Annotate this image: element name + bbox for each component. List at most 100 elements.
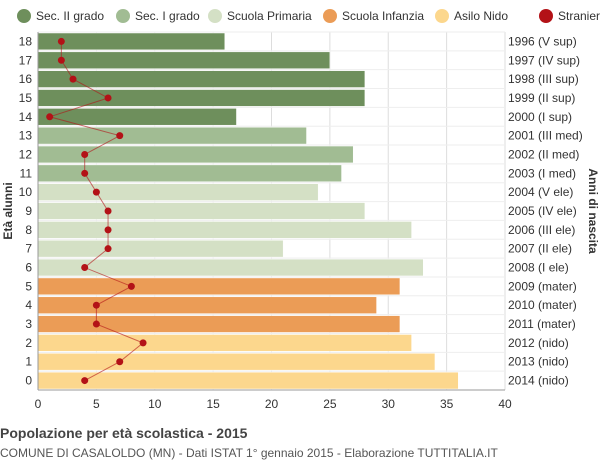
stranieri-point-age-18	[57, 37, 65, 45]
y-tick-label-age: 5	[25, 279, 32, 293]
stranieri-point-age-12	[81, 150, 89, 158]
legend-item: Stranieri	[539, 9, 600, 23]
y-tick-label-birth-year: 2007 (II ele)	[508, 242, 572, 256]
chart-legend: Sec. II grado Sec. I grado Scuola Primaria…	[17, 9, 600, 23]
y-tick-label-age: 7	[25, 242, 32, 256]
y-axis-title-left: Età alunni	[1, 182, 15, 239]
bar-age-6	[37, 258, 424, 277]
stranieri-point-age-10	[92, 188, 100, 196]
x-tick-label: 40	[498, 397, 512, 411]
legend-label: Asilo Nido	[454, 9, 508, 23]
stranieri-point-age-8	[104, 226, 112, 234]
y-tick-label-birth-year: 2012 (nido)	[508, 336, 569, 350]
legend-swatch	[17, 9, 31, 23]
chart-bars	[37, 32, 459, 390]
y-tick-label-age: 18	[19, 34, 33, 48]
legend-swatch	[323, 9, 337, 23]
stranieri-point-age-9	[104, 207, 112, 215]
bar-age-9	[37, 202, 366, 220]
y-tick-label-birth-year: 2001 (III med)	[508, 129, 583, 143]
legend-swatch	[208, 9, 222, 23]
legend-label: Stranieri	[558, 9, 600, 23]
y-tick-label-birth-year: 2000 (I sup)	[508, 110, 572, 124]
legend-label: Scuola Infanzia	[342, 9, 424, 23]
y-tick-label-birth-year: 2004 (V ele)	[508, 185, 573, 199]
y-tick-label-birth-year: 2010 (mater)	[508, 298, 577, 312]
y-tick-label-age: 14	[19, 110, 33, 124]
stranieri-point-age-5	[127, 282, 135, 290]
bar-age-8	[37, 221, 412, 239]
legend-item: Asilo Nido	[435, 9, 508, 23]
stranieri-point-age-7	[104, 245, 112, 253]
x-tick-label: 5	[93, 397, 100, 411]
stranieri-point-age-17	[57, 56, 65, 64]
bar-age-10	[37, 183, 319, 201]
legend-item: Sec. II grado	[17, 9, 104, 23]
y-tick-label-birth-year: 2011 (mater)	[508, 317, 576, 331]
bar-age-0	[37, 371, 459, 390]
bar-age-16	[37, 70, 366, 88]
y-tick-label-birth-year: 2006 (III ele)	[508, 223, 575, 237]
y-tick-label-age: 2	[25, 336, 32, 350]
bar-age-5	[37, 277, 401, 296]
x-tick-label: 0	[35, 397, 42, 411]
y-tick-label-birth-year: 2005 (IV ele)	[508, 204, 577, 218]
y-tick-label-birth-year: 1997 (IV sup)	[508, 53, 580, 67]
legend-swatch	[539, 9, 553, 23]
legend-label: Scuola Primaria	[227, 9, 312, 23]
stranieri-point-age-4	[92, 301, 100, 309]
chart-subtitle: COMUNE DI CASALOLDO (MN) - Dati ISTAT 1°…	[0, 446, 498, 460]
x-tick-label: 35	[440, 397, 454, 411]
y-tick-label-age: 13	[19, 129, 33, 143]
y-tick-label-age: 10	[19, 185, 33, 199]
bar-age-2	[37, 334, 412, 352]
y-tick-label-age: 9	[25, 204, 32, 218]
legend-item: Scuola Infanzia	[323, 9, 424, 23]
y-tick-label-birth-year: 1996 (V sup)	[508, 34, 577, 48]
stranieri-point-age-6	[81, 264, 89, 272]
y-tick-label-birth-year: 2008 (I ele)	[508, 261, 569, 275]
x-tick-label: 15	[206, 397, 220, 411]
y-tick-label-age: 11	[20, 166, 33, 180]
chart-title: Popolazione per età scolastica - 2015	[0, 425, 248, 441]
stranieri-point-age-0	[81, 377, 89, 385]
legend-label: Sec. II grado	[36, 9, 104, 23]
stranieri-point-age-2	[139, 339, 147, 347]
legend-swatch	[435, 9, 449, 23]
legend-item: Scuola Primaria	[208, 9, 312, 23]
y-tick-label-age: 6	[25, 261, 32, 275]
legend-label: Sec. I grado	[135, 9, 200, 23]
y-tick-label-age: 17	[19, 53, 33, 67]
y-tick-label-age: 1	[25, 355, 32, 369]
stranieri-point-age-3	[92, 320, 100, 328]
y-tick-label-age: 8	[25, 223, 32, 237]
stranieri-point-age-13	[116, 132, 124, 140]
stranieri-point-age-16	[69, 75, 77, 83]
bar-age-3	[37, 315, 401, 333]
bar-age-4	[37, 296, 377, 314]
y-tick-label-birth-year: 2014 (nido)	[508, 374, 569, 388]
bar-age-18	[37, 32, 226, 51]
bar-age-7	[37, 240, 284, 258]
y-tick-label-age: 15	[19, 91, 33, 105]
y-tick-label-age: 3	[25, 317, 32, 331]
y-tick-label-birth-year: 1999 (II sup)	[508, 91, 575, 105]
y-tick-label-birth-year: 2003 (I med)	[508, 166, 576, 180]
x-tick-label: 30	[382, 397, 396, 411]
stranieri-point-age-15	[104, 94, 112, 102]
y-axis-title-right: Anni di nascita	[586, 168, 600, 254]
legend-item: Sec. I grado	[116, 9, 200, 23]
chart-axes: 0 5 10 15 20 25 30 35 40181716151413121110987654…	[19, 32, 583, 411]
stranieri-point-age-1	[116, 358, 124, 366]
y-tick-label-birth-year: 2009 (mater)	[508, 279, 577, 293]
x-tick-label: 25	[323, 397, 337, 411]
population-bar-chart: Sec. II grado Sec. I grado Scuola Primaria…	[1, 9, 600, 411]
y-tick-label-birth-year: 1998 (III sup)	[508, 72, 579, 86]
bar-age-17	[37, 51, 331, 69]
y-tick-label-birth-year: 2013 (nido)	[508, 355, 569, 369]
y-tick-label-age: 16	[19, 72, 33, 86]
y-tick-label-age: 12	[19, 147, 33, 161]
bar-age-1	[37, 353, 436, 371]
y-tick-label-age: 4	[25, 298, 32, 312]
bar-age-15	[37, 89, 366, 107]
